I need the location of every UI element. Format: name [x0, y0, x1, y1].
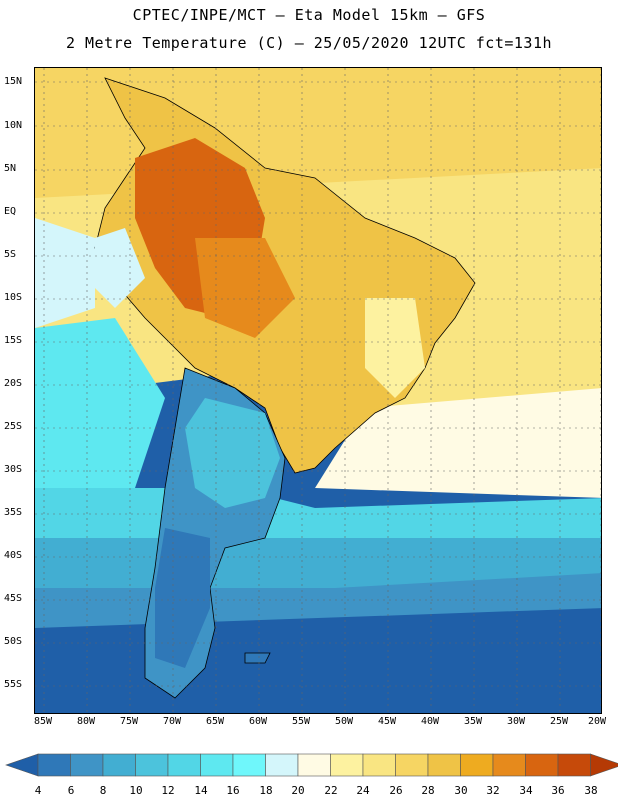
lat-label-eq: EQ	[4, 206, 17, 217]
graticule	[35, 68, 601, 713]
colorbar-segment	[232, 753, 266, 777]
lat-label-30s: 30S	[4, 464, 23, 475]
colorbar	[5, 753, 618, 777]
colorbar-arrow-low	[5, 753, 39, 777]
colorbar-label-14: 14	[194, 784, 208, 797]
lat-label-5s: 5S	[4, 249, 17, 260]
cool-zone-argentina	[185, 398, 280, 508]
colorbar-label-18: 18	[259, 784, 273, 797]
map-subtitle: 2 Metre Temperature (C) – 25/05/2020 12U…	[65, 34, 553, 52]
colorbar-segment	[330, 753, 364, 777]
colorbar-segment	[200, 753, 234, 777]
lon-label-85w: 85W	[33, 716, 53, 727]
colorbar-arrow-high	[590, 753, 618, 777]
lon-label-20w: 20W	[587, 716, 607, 727]
colorbar-label-38: 38	[584, 784, 598, 797]
colorbar-label-22: 22	[324, 784, 338, 797]
band-pacific-mid	[35, 318, 165, 488]
colorbar-segment	[427, 753, 461, 777]
lon-label-45w: 45W	[377, 716, 397, 727]
colorbar-segment	[460, 753, 494, 777]
colorbar-label-6: 6	[67, 784, 75, 797]
colorbar-segment	[102, 753, 136, 777]
colorbar-label-8: 8	[99, 784, 107, 797]
hot-zone-center	[195, 238, 295, 338]
andes-cool-patch	[95, 228, 145, 308]
colorbar-segment	[37, 753, 71, 777]
colorbar-label-12: 12	[161, 784, 175, 797]
lat-label-55s: 55S	[4, 679, 23, 690]
cool-patch-east	[365, 298, 425, 398]
band-subtropic-light	[315, 388, 601, 498]
lon-label-35w: 35W	[463, 716, 483, 727]
colorbar-segment	[265, 753, 299, 777]
lon-label-75w: 75W	[119, 716, 139, 727]
lat-label-50s: 50S	[4, 636, 23, 647]
lon-label-60w: 60W	[248, 716, 268, 727]
colorbar-label-30: 30	[454, 784, 468, 797]
lat-label-45s: 45S	[4, 593, 23, 604]
lat-label-20s: 20S	[4, 378, 23, 389]
colorbar-label-36: 36	[551, 784, 565, 797]
colorbar-segment	[492, 753, 526, 777]
colorbar-label-26: 26	[389, 784, 403, 797]
colorbar-segment	[70, 753, 104, 777]
lon-label-50w: 50W	[334, 716, 354, 727]
lat-label-15n: 15N	[4, 76, 23, 87]
lon-label-55w: 55W	[291, 716, 311, 727]
colorbar-segment	[167, 753, 201, 777]
colorbar-segment	[297, 753, 331, 777]
colorbar-segment	[557, 753, 591, 777]
falkland-islands	[244, 652, 271, 664]
colorbar-label-16: 16	[226, 784, 240, 797]
lon-label-25w: 25W	[549, 716, 569, 727]
map-canvas	[35, 68, 601, 713]
lat-label-5n: 5N	[4, 163, 17, 174]
cold-zone-patagonia	[155, 528, 210, 668]
lat-label-40s: 40S	[4, 550, 23, 561]
lat-label-35s: 35S	[4, 507, 23, 518]
lat-label-15s: 15S	[4, 335, 23, 346]
temperature-map	[34, 67, 602, 714]
band-pacific-cool	[35, 218, 95, 328]
map-title: CPTEC/INPE/MCT – Eta Model 15km – GFS	[132, 6, 486, 24]
colorbar-segment	[395, 753, 429, 777]
colorbar-segment	[362, 753, 396, 777]
lon-label-30w: 30W	[506, 716, 526, 727]
colorbar-label-24: 24	[356, 784, 370, 797]
lat-label-10s: 10S	[4, 292, 23, 303]
colorbar-label-28: 28	[421, 784, 435, 797]
colorbar-label-32: 32	[486, 784, 500, 797]
colorbar-segment	[135, 753, 169, 777]
lon-label-80w: 80W	[76, 716, 96, 727]
colorbar-segment	[525, 753, 559, 777]
colorbar-label-10: 10	[129, 784, 143, 797]
lat-label-25s: 25S	[4, 421, 23, 432]
colorbar-label-20: 20	[291, 784, 305, 797]
lon-label-70w: 70W	[162, 716, 182, 727]
colorbar-label-4: 4	[34, 784, 42, 797]
lat-label-10n: 10N	[4, 120, 23, 131]
lon-label-65w: 65W	[205, 716, 225, 727]
colorbar-label-34: 34	[519, 784, 533, 797]
lon-label-40w: 40W	[420, 716, 440, 727]
